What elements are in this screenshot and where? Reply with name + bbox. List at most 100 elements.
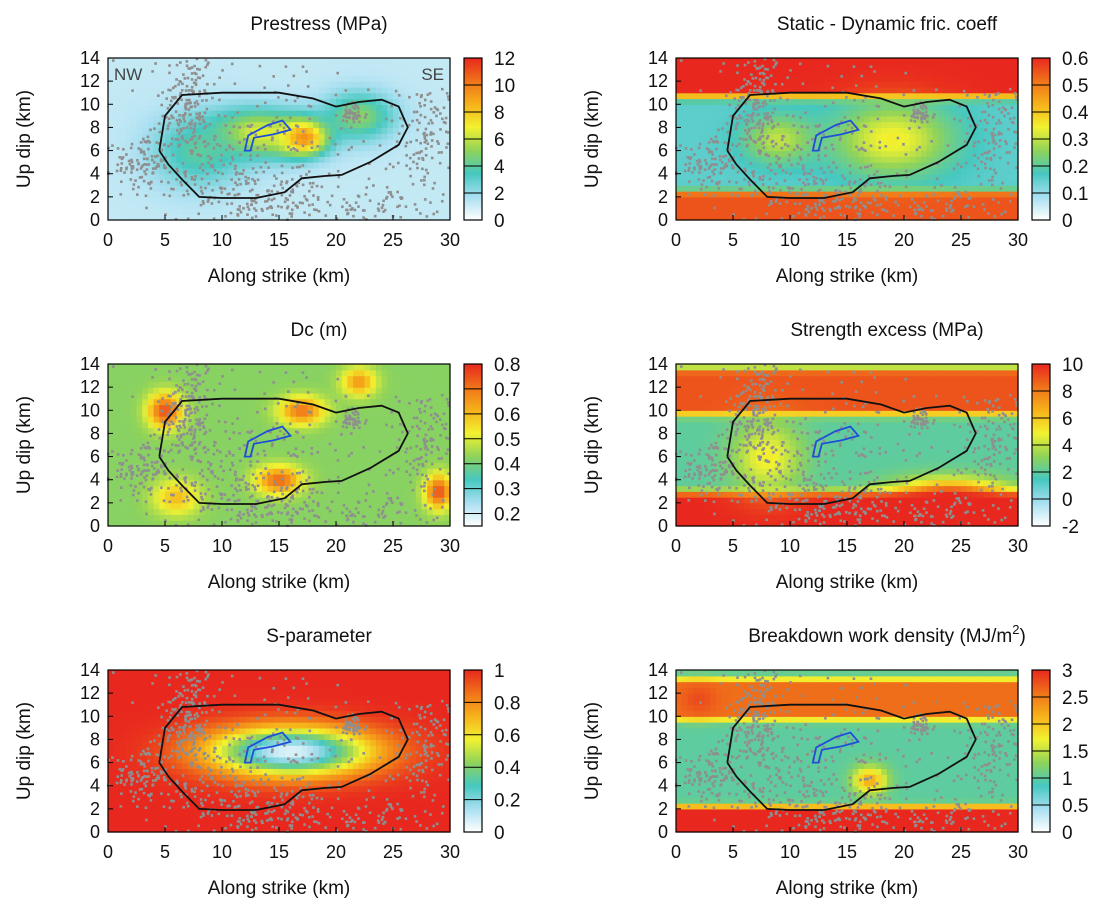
scatter-point xyxy=(279,124,282,127)
heatmap-cell xyxy=(967,168,973,174)
scatter-point xyxy=(849,187,852,190)
scatter-point xyxy=(244,176,247,179)
scatter-point xyxy=(1007,128,1010,131)
scatter-point xyxy=(885,198,888,201)
heatmap-cell xyxy=(319,70,325,76)
scatter-point xyxy=(365,113,368,116)
scatter-point xyxy=(859,167,862,170)
heatmap-cell xyxy=(433,99,439,105)
scatter-point xyxy=(234,82,237,85)
heatmap-cell xyxy=(211,122,217,128)
heatmap-cell xyxy=(433,58,439,64)
scatter-point xyxy=(163,164,166,167)
scatter-point xyxy=(848,180,851,183)
heatmap-cell xyxy=(433,93,439,99)
heatmap-cell xyxy=(387,203,393,209)
heatmap-cell xyxy=(955,127,961,133)
heatmap-cell xyxy=(376,191,382,197)
scatter-point xyxy=(913,120,916,123)
heatmap-cell xyxy=(819,58,825,64)
scatter-point xyxy=(446,92,449,95)
heatmap-cell xyxy=(807,185,813,191)
heatmap-cell xyxy=(887,58,893,64)
heatmap-cell xyxy=(978,93,984,99)
heatmap-cell xyxy=(938,139,944,145)
scatter-point xyxy=(1004,211,1007,214)
scatter-point xyxy=(133,183,136,186)
heatmap-cell xyxy=(336,122,342,128)
scatter-point xyxy=(172,117,175,120)
heatmap-cell xyxy=(858,110,864,116)
heatmap-cell xyxy=(347,156,353,162)
heatmap-cell xyxy=(910,75,916,81)
heatmap-cell xyxy=(137,87,143,93)
scatter-point xyxy=(195,141,198,144)
heatmap-cell xyxy=(972,64,978,70)
scatter-point xyxy=(247,182,250,185)
heatmap-cell xyxy=(370,110,376,116)
heatmap-cell xyxy=(154,87,160,93)
heatmap-cell xyxy=(944,58,950,64)
scatter-point xyxy=(751,171,754,174)
scatter-point xyxy=(122,156,125,159)
heatmap-cell xyxy=(308,162,314,168)
heatmap-cell xyxy=(779,127,785,133)
scatter-point xyxy=(216,179,219,182)
heatmap-cell xyxy=(1007,185,1013,191)
scatter-point xyxy=(445,130,448,133)
scatter-point xyxy=(436,140,439,143)
heatmap-cell xyxy=(864,191,870,197)
heatmap-cell xyxy=(676,81,682,87)
heatmap-cell xyxy=(938,110,944,116)
heatmap-cell xyxy=(687,58,693,64)
heatmap-cell xyxy=(319,64,325,70)
scatter-point xyxy=(817,154,820,157)
scatter-point xyxy=(430,108,433,111)
scatter-point xyxy=(205,66,208,69)
heatmap-cell xyxy=(233,58,239,64)
scatter-point xyxy=(226,193,229,196)
heatmap-cell xyxy=(990,81,996,87)
scatter-point xyxy=(170,100,173,103)
heatmap-cell xyxy=(893,87,899,93)
heatmap-cell xyxy=(410,70,416,76)
scatter-point xyxy=(799,63,802,66)
scatter-point xyxy=(374,215,377,218)
scatter-point xyxy=(224,187,227,190)
heatmap-cell xyxy=(910,58,916,64)
scatter-point xyxy=(762,105,765,108)
scatter-point xyxy=(185,89,188,92)
heatmap-cell xyxy=(773,127,779,133)
heatmap-cell xyxy=(853,104,859,110)
heatmap-cell xyxy=(216,127,222,133)
heatmap-cell xyxy=(847,139,853,145)
scatter-point xyxy=(253,207,256,210)
scatter-point xyxy=(120,167,123,170)
heatmap-cell xyxy=(824,99,830,105)
heatmap-cell xyxy=(433,156,439,162)
heatmap-cell xyxy=(365,70,371,76)
scatter-point xyxy=(302,184,305,187)
scatter-point xyxy=(441,200,444,203)
scatter-point xyxy=(186,85,189,88)
scatter-point xyxy=(889,186,892,189)
heatmap-cell xyxy=(148,191,154,197)
heatmap-cell xyxy=(290,133,296,139)
scatter-point xyxy=(870,164,873,167)
heatmap-cell xyxy=(1007,145,1013,151)
heatmap-cell xyxy=(796,110,802,116)
heatmap-cell xyxy=(370,116,376,122)
heatmap-cell xyxy=(893,191,899,197)
heatmap-cell xyxy=(393,122,399,128)
heatmap-cell xyxy=(881,156,887,162)
heatmap-cell xyxy=(978,81,984,87)
heatmap-cell xyxy=(904,99,910,105)
heatmap-cell xyxy=(273,156,279,162)
panel-title: Prestress (MPa) xyxy=(250,14,387,35)
heatmap-cell xyxy=(216,208,222,214)
scatter-point xyxy=(789,187,792,190)
heatmap-cell xyxy=(756,156,762,162)
heatmap-cell xyxy=(228,133,234,139)
scatter-point xyxy=(705,163,708,166)
heatmap-cell xyxy=(376,64,382,70)
